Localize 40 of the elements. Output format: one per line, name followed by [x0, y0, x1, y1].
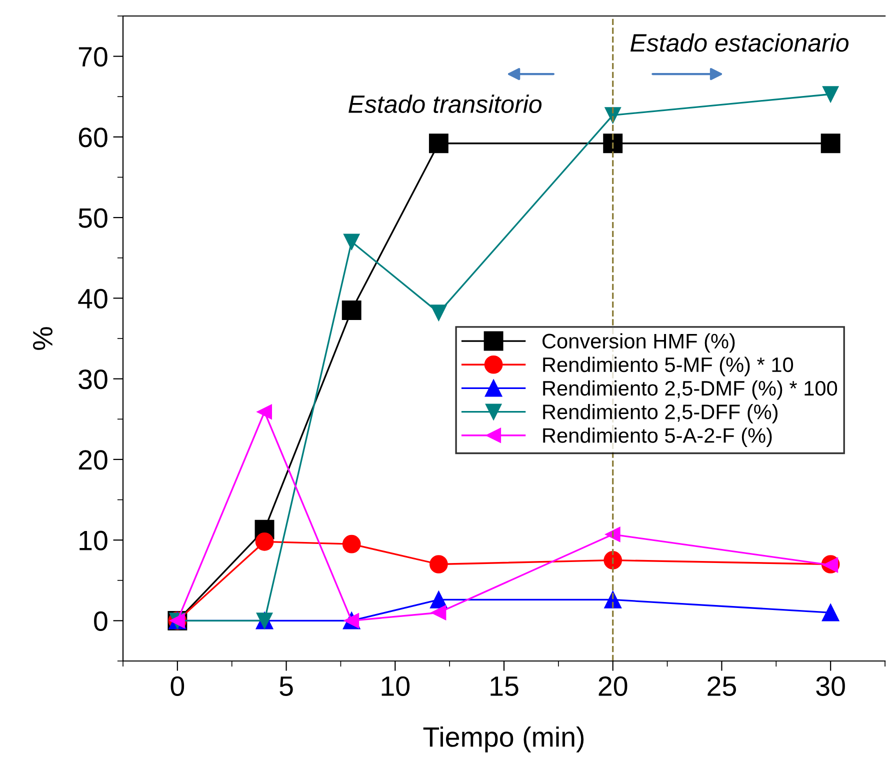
point: [822, 604, 840, 622]
legend-label: Rendimiento 5-MF (%) * 10: [543, 356, 794, 376]
annotation: Estado estacionario: [630, 33, 849, 52]
point: [822, 86, 839, 102]
point: [255, 532, 274, 551]
legend-label: Rendimiento 2,5-DFF (%): [543, 404, 778, 424]
y-tick-label: 0: [94, 611, 108, 632]
point: [428, 134, 448, 154]
legend-label: Conversion HMF (%): [542, 333, 735, 353]
x-tick-label: 30: [816, 676, 845, 696]
y-tick-label: 10: [80, 530, 108, 550]
annotation: Estado transitorio: [348, 94, 542, 114]
point: [344, 234, 360, 250]
point: [605, 526, 620, 542]
point: [342, 300, 362, 320]
x-tick-label: 20: [598, 676, 628, 696]
legend-label: Rendimiento 2,5-DMF (%) * 100: [543, 380, 838, 400]
x-tick-label: 5: [280, 676, 293, 696]
point: [430, 304, 447, 321]
x-tick-label: 10: [382, 676, 410, 696]
x-tick-label: 15: [490, 676, 518, 696]
point: [430, 555, 448, 574]
y-tick-label: 40: [78, 288, 108, 309]
point: [820, 134, 840, 154]
y-tick-label: 30: [78, 369, 108, 390]
y-tick-label: 60: [78, 128, 108, 148]
x-tick-label: 0: [170, 676, 184, 696]
y-tick-label: 70: [78, 46, 108, 67]
point: [257, 404, 272, 420]
point: [431, 605, 446, 620]
y-tick-label: 50: [78, 208, 108, 228]
point: [603, 134, 623, 154]
x-axis-title: Tiempo (min): [423, 726, 584, 752]
x-tick-label: 25: [708, 676, 736, 696]
point: [430, 591, 448, 608]
legend-label: Rendimiento 5-A-2-F (%): [543, 428, 772, 447]
point: [342, 534, 361, 554]
point: [604, 551, 622, 570]
y-axis-title: %: [33, 327, 52, 350]
y-tick-label: 20: [78, 450, 108, 470]
